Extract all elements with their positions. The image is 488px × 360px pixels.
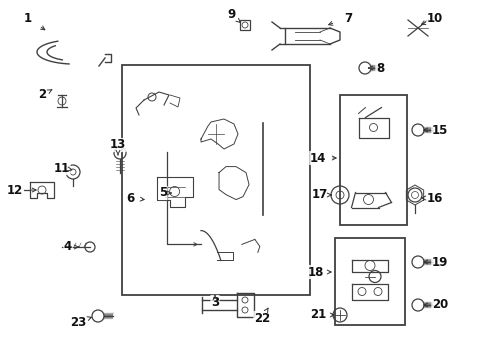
- Text: 17: 17: [311, 189, 327, 202]
- Text: 2: 2: [38, 89, 46, 102]
- Text: 21: 21: [309, 309, 325, 321]
- Text: 9: 9: [227, 9, 236, 22]
- Text: 20: 20: [431, 298, 447, 311]
- Text: 4: 4: [64, 240, 72, 253]
- Text: 10: 10: [426, 12, 442, 24]
- Text: 13: 13: [110, 139, 126, 152]
- Bar: [122, 65, 309, 295]
- Text: 16: 16: [426, 192, 442, 204]
- Bar: [334, 238, 404, 325]
- Text: 19: 19: [431, 256, 447, 269]
- Bar: [240, 20, 249, 30]
- Text: 18: 18: [307, 266, 324, 279]
- Text: 1: 1: [24, 12, 32, 24]
- Text: 14: 14: [309, 152, 325, 165]
- Bar: [339, 95, 406, 225]
- Text: 22: 22: [253, 311, 269, 324]
- Text: 11: 11: [54, 162, 70, 175]
- Text: 7: 7: [343, 12, 351, 24]
- Text: 8: 8: [375, 62, 384, 75]
- Text: 23: 23: [70, 315, 86, 328]
- Text: 15: 15: [431, 123, 447, 136]
- Text: 3: 3: [210, 296, 219, 309]
- Text: 6: 6: [125, 192, 134, 204]
- Text: 5: 5: [159, 186, 167, 199]
- Text: 12: 12: [7, 184, 23, 197]
